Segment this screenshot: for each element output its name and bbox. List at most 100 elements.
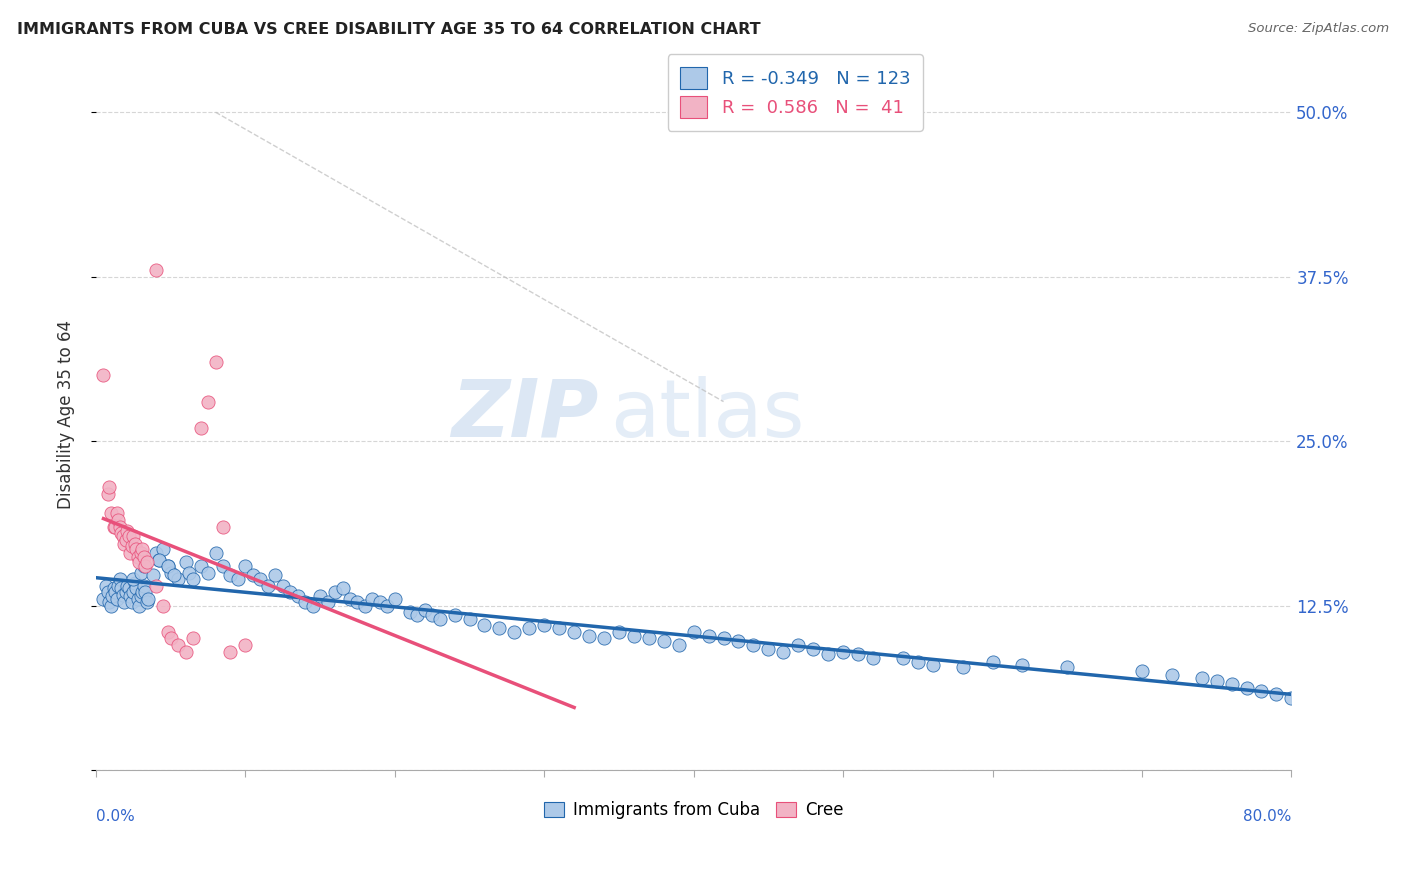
- Point: [219, 644, 242, 658]
- Point: [981, 655, 1004, 669]
- Point: [309, 590, 332, 604]
- Point: [174, 644, 197, 658]
- Point: [135, 555, 157, 569]
- Point: [128, 555, 150, 569]
- Point: [142, 568, 165, 582]
- Point: [163, 568, 186, 582]
- Point: [264, 568, 287, 582]
- Point: [117, 524, 139, 538]
- Point: [129, 566, 152, 580]
- Point: [134, 559, 156, 574]
- Point: [108, 519, 131, 533]
- Point: [398, 605, 420, 619]
- Point: [110, 526, 132, 541]
- Point: [377, 599, 399, 613]
- Point: [96, 579, 118, 593]
- Point: [181, 632, 204, 646]
- Point: [1011, 657, 1033, 672]
- Point: [758, 642, 780, 657]
- Point: [190, 421, 212, 435]
- Point: [110, 582, 132, 596]
- Point: [132, 579, 155, 593]
- Point: [548, 621, 571, 635]
- Point: [101, 590, 124, 604]
- Point: [159, 566, 181, 580]
- Point: [152, 541, 174, 556]
- Point: [121, 540, 143, 554]
- Point: [921, 657, 943, 672]
- Point: [100, 599, 122, 613]
- Point: [727, 634, 749, 648]
- Point: [115, 533, 138, 547]
- Point: [125, 582, 148, 596]
- Point: [593, 632, 616, 646]
- Point: [713, 632, 735, 646]
- Point: [271, 579, 294, 593]
- Text: 80.0%: 80.0%: [1243, 809, 1291, 824]
- Point: [1220, 677, 1243, 691]
- Point: [235, 559, 257, 574]
- Point: [107, 513, 129, 527]
- Point: [301, 599, 323, 613]
- Point: [129, 590, 152, 604]
- Point: [458, 612, 481, 626]
- Text: ZIP: ZIP: [451, 376, 598, 454]
- Point: [517, 621, 540, 635]
- Point: [105, 507, 128, 521]
- Point: [120, 590, 142, 604]
- Point: [323, 585, 346, 599]
- Point: [801, 642, 824, 657]
- Point: [846, 647, 869, 661]
- Text: Source: ZipAtlas.com: Source: ZipAtlas.com: [1249, 22, 1389, 36]
- Point: [111, 588, 134, 602]
- Point: [256, 579, 278, 593]
- Point: [156, 559, 179, 574]
- Point: [148, 552, 170, 566]
- Point: [98, 480, 121, 494]
- Point: [122, 585, 145, 599]
- Point: [181, 572, 204, 586]
- Point: [134, 585, 156, 599]
- Point: [817, 647, 839, 661]
- Point: [772, 644, 794, 658]
- Point: [115, 585, 138, 599]
- Point: [346, 594, 368, 608]
- Point: [118, 582, 141, 596]
- Point: [242, 568, 264, 582]
- Point: [952, 660, 974, 674]
- Point: [103, 519, 125, 533]
- Point: [156, 559, 179, 574]
- Text: IMMIGRANTS FROM CUBA VS CREE DISABILITY AGE 35 TO 64 CORRELATION CHART: IMMIGRANTS FROM CUBA VS CREE DISABILITY …: [17, 22, 761, 37]
- Point: [104, 585, 127, 599]
- Point: [1160, 668, 1182, 682]
- Point: [339, 591, 361, 606]
- Point: [108, 572, 131, 586]
- Point: [607, 624, 630, 639]
- Point: [107, 579, 129, 593]
- Point: [117, 579, 139, 593]
- Point: [190, 559, 212, 574]
- Point: [697, 629, 720, 643]
- Point: [125, 541, 148, 556]
- Point: [145, 263, 167, 277]
- Point: [907, 655, 929, 669]
- Point: [413, 602, 436, 616]
- Point: [406, 607, 429, 622]
- Point: [682, 624, 704, 639]
- Point: [97, 585, 120, 599]
- Point: [637, 632, 659, 646]
- Point: [235, 638, 257, 652]
- Text: 0.0%: 0.0%: [96, 809, 135, 824]
- Point: [122, 529, 145, 543]
- Point: [177, 566, 200, 580]
- Point: [132, 549, 155, 564]
- Point: [742, 638, 765, 652]
- Point: [127, 591, 149, 606]
- Legend: Immigrants from Cuba, Cree: Immigrants from Cuba, Cree: [537, 794, 849, 826]
- Point: [129, 546, 152, 560]
- Point: [135, 594, 157, 608]
- Point: [122, 572, 145, 586]
- Point: [1130, 665, 1153, 679]
- Point: [112, 537, 135, 551]
- Point: [219, 568, 242, 582]
